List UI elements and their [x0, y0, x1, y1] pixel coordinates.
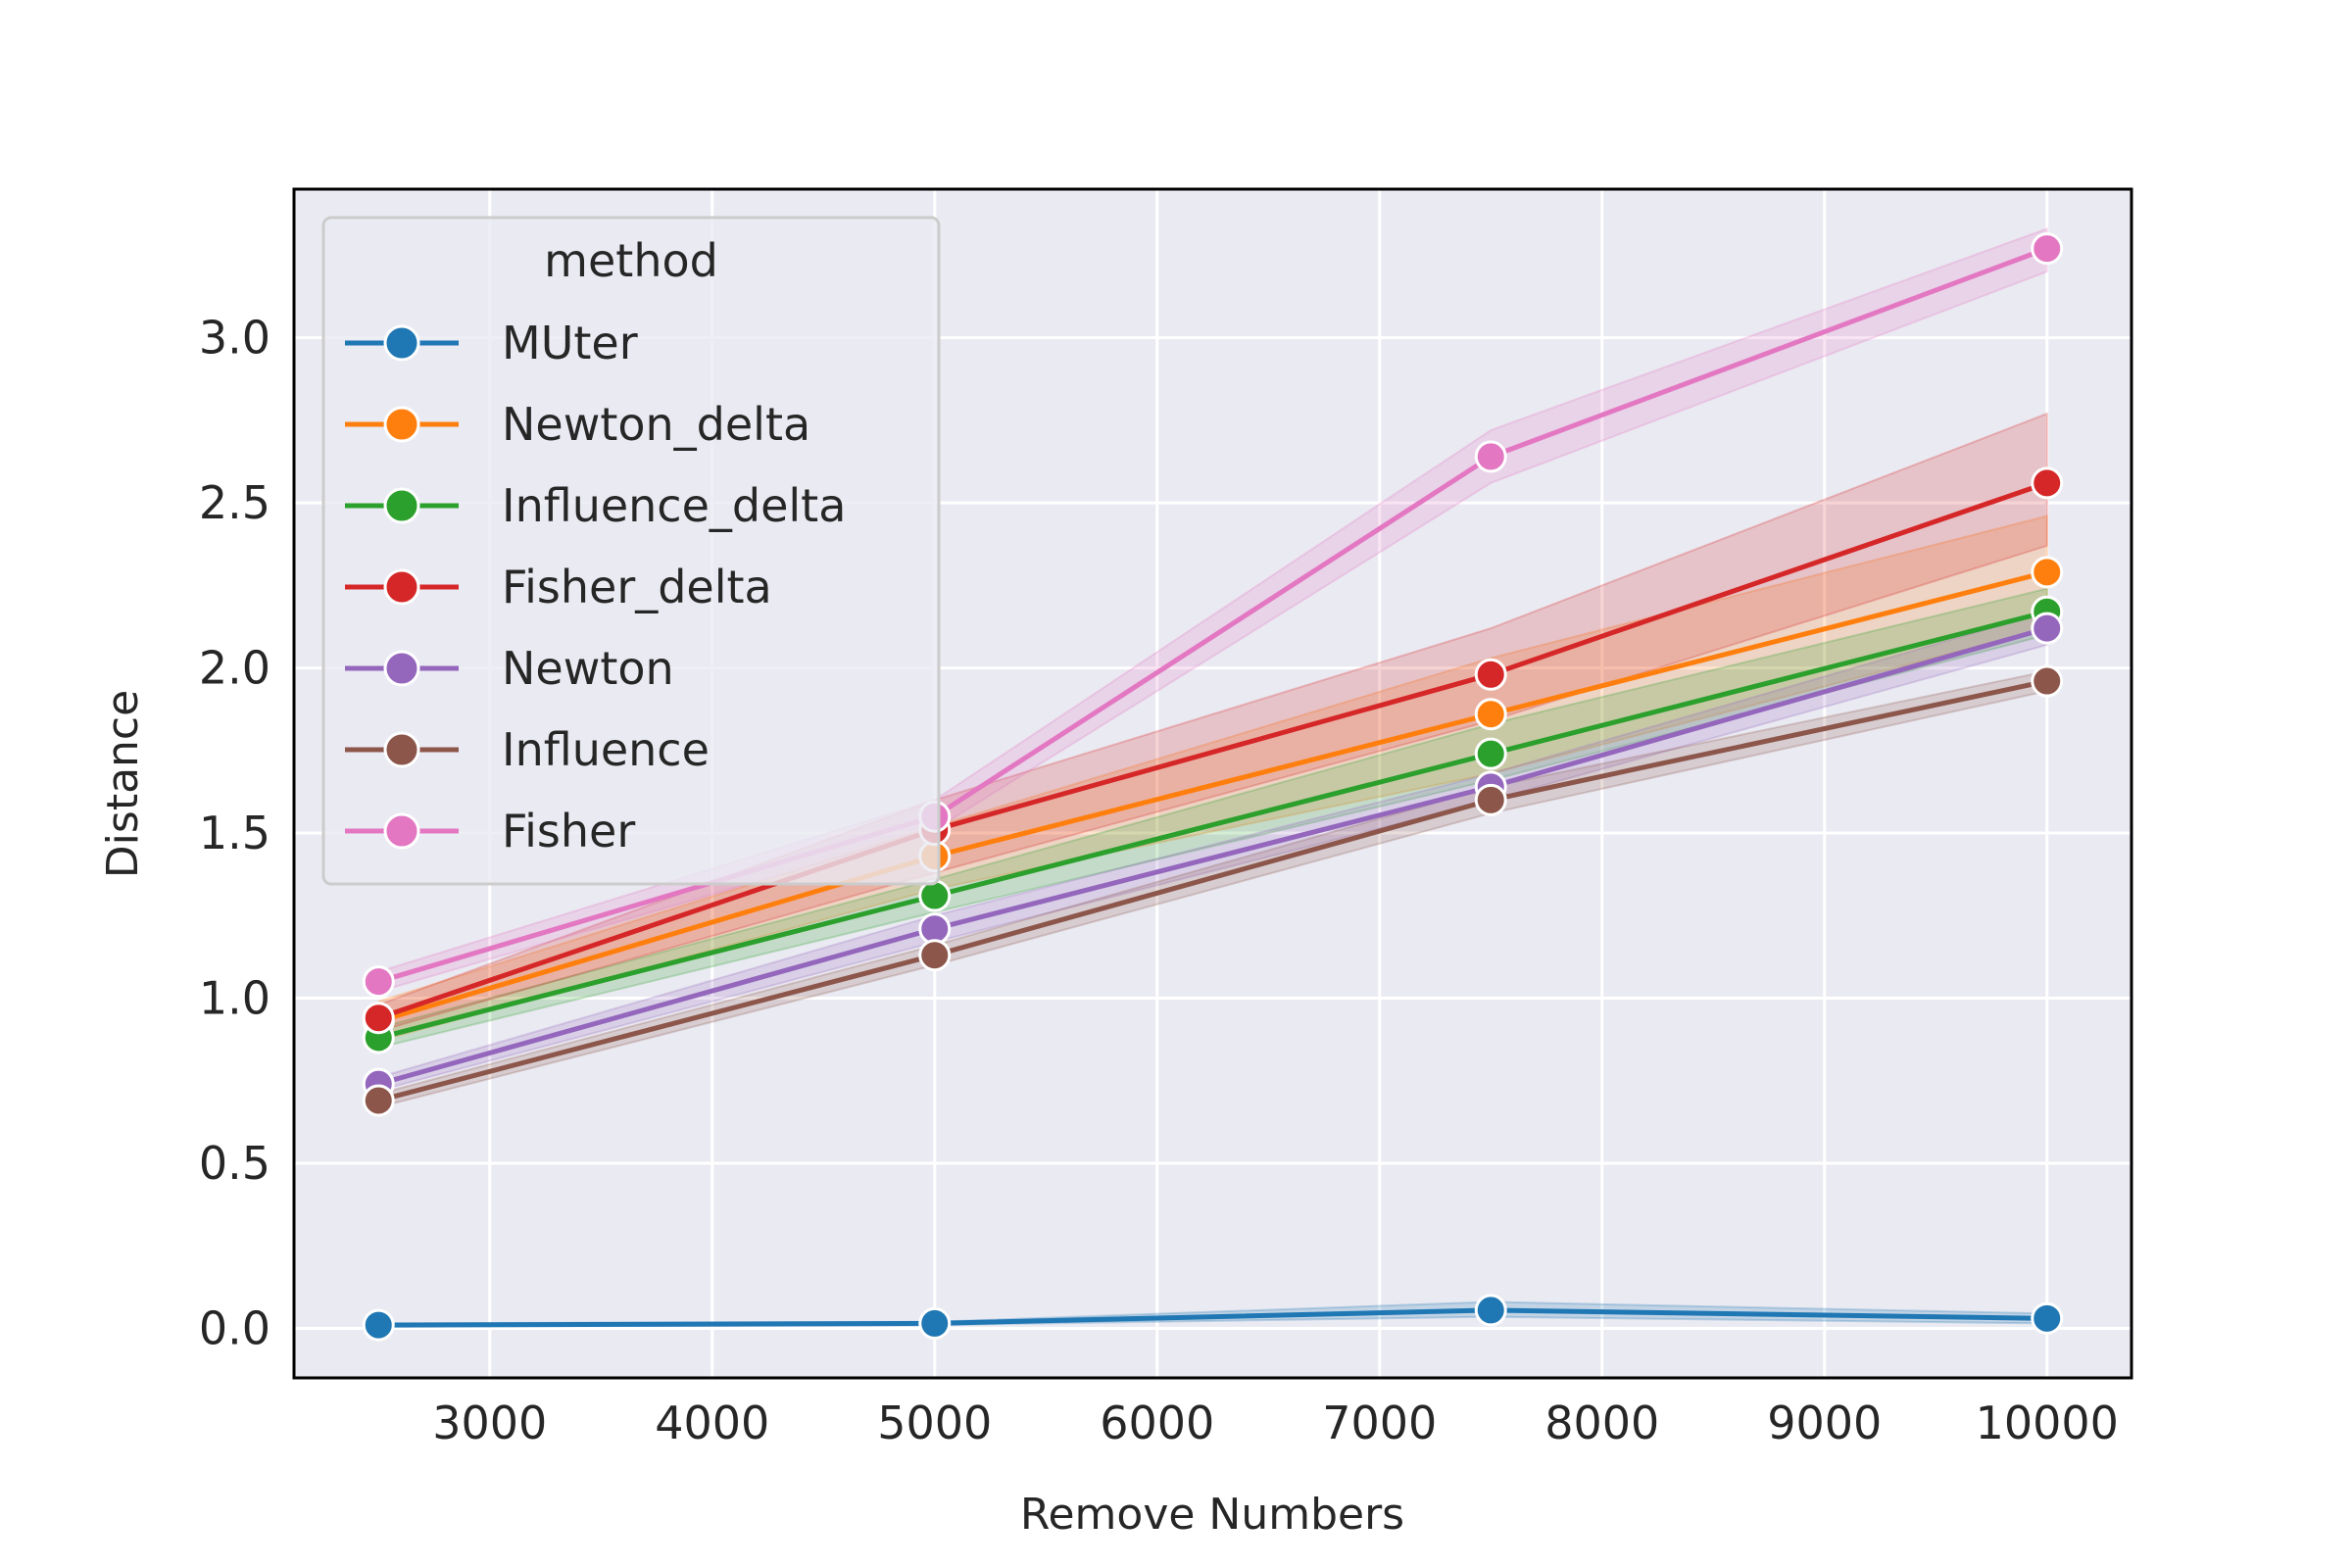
legend-label-newton: Newton: [502, 642, 674, 695]
band-fisher: [377, 227, 2048, 994]
plot-frame: [292, 187, 2133, 1380]
band-newton: [377, 610, 2048, 1093]
line-fisher: [375, 246, 2050, 985]
line-fisher-delta: [375, 480, 2050, 1021]
series-lines: [375, 246, 2050, 1328]
legend-marker-influence-delta: [383, 487, 420, 524]
point-influence-delta: [1474, 737, 1507, 770]
point-fisher: [1474, 440, 1507, 473]
x-tick-label: 10000: [1976, 1396, 2119, 1449]
y-tick-label: 2.0: [199, 642, 270, 695]
x-tick-label: 5000: [877, 1396, 992, 1449]
legend: method MUter Newton_delta Influence_delta F…: [321, 216, 941, 886]
point-influence: [1474, 783, 1507, 816]
line-muter: [375, 1307, 2050, 1328]
point-muter: [1474, 1294, 1507, 1327]
point-influence-delta: [918, 879, 952, 912]
legend-label-influence-delta: Influence_delta: [502, 479, 846, 532]
x-tick-label: 3000: [432, 1396, 547, 1449]
legend-label-fisher: Fisher: [502, 805, 635, 858]
legend-marker-muter: [383, 324, 420, 362]
y-tick-label: 1.5: [199, 807, 270, 859]
x-tick-label: 6000: [1100, 1396, 1214, 1449]
point-newton-delta: [2031, 556, 2064, 589]
legend-marker-newton: [383, 650, 420, 687]
point-muter: [362, 1308, 395, 1342]
y-axis-label: Distance: [98, 690, 148, 878]
line-influence: [375, 678, 2050, 1103]
point-influence: [918, 939, 952, 972]
point-newton: [2031, 612, 2064, 645]
legend-box: [321, 216, 941, 886]
legend-marker-influence: [383, 731, 420, 768]
y-tick-label: 1.0: [199, 972, 270, 1025]
x-tick-label: 9000: [1767, 1396, 1882, 1449]
line-newton: [375, 625, 2050, 1087]
point-fisher: [2031, 232, 2064, 266]
x-tick-label: 8000: [1544, 1396, 1659, 1449]
point-influence: [2031, 664, 2064, 698]
point-fisher-delta: [362, 1002, 395, 1035]
legend-title: method: [544, 234, 718, 287]
x-axis-label: Remove Numbers: [1020, 1490, 1404, 1540]
point-fisher: [362, 965, 395, 999]
point-muter: [2031, 1301, 2064, 1335]
y-tick-label: 3.0: [199, 312, 270, 365]
legend-label-influence: Influence: [502, 723, 710, 776]
x-axis-ticks: 3000 4000 5000 6000 7000 8000 9000 10000: [432, 1396, 2119, 1449]
point-muter: [918, 1306, 952, 1340]
x-tick-label: 7000: [1322, 1396, 1437, 1449]
point-fisher-delta: [2031, 466, 2064, 500]
legend-label-fisher-delta: Fisher_delta: [502, 561, 772, 613]
y-axis-ticks: 0.0 0.5 1.0 1.5 2.0 2.5 3.0: [199, 312, 270, 1355]
y-tick-label: 0.5: [199, 1137, 270, 1190]
line-newton-delta: [375, 569, 2050, 1024]
point-fisher-delta: [1474, 658, 1507, 691]
line-influence-delta: [375, 609, 2050, 1041]
point-newton-delta: [1474, 698, 1507, 731]
point-influence: [362, 1084, 395, 1117]
x-tick-label: 4000: [655, 1396, 769, 1449]
y-tick-label: 0.0: [199, 1301, 270, 1354]
legend-label-muter: MUter: [502, 317, 638, 369]
legend-marker-fisher-delta: [383, 568, 420, 606]
series-markers: [362, 232, 2064, 1342]
legend-marker-fisher: [383, 812, 420, 850]
legend-label-newton-delta: Newton_delta: [502, 398, 810, 451]
y-tick-label: 2.5: [199, 476, 270, 529]
legend-marker-newton-delta: [383, 406, 420, 443]
